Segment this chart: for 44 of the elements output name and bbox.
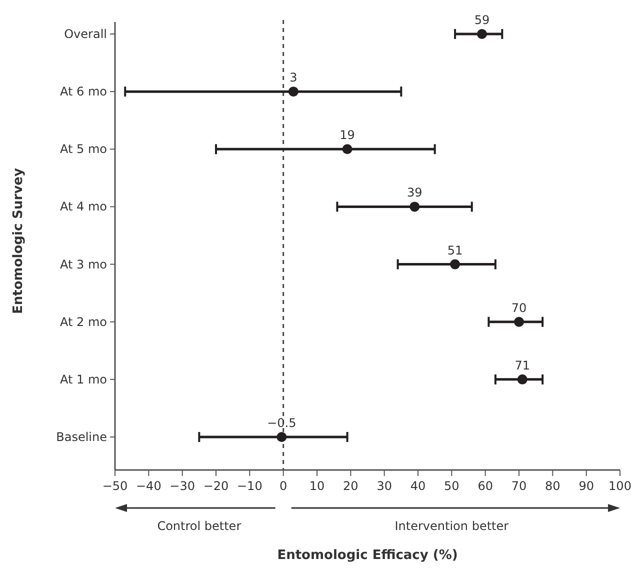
point [410,202,420,212]
data-label: 71 [514,358,530,372]
point [342,144,352,154]
x-tick-label: −50 [102,479,128,493]
x-tick-label: −40 [136,479,162,493]
point [288,86,298,97]
x-tick-label: 80 [545,479,560,493]
y-tick-label: At 4 mo [60,200,107,214]
y-axis-title: Entomologic Survey [11,168,26,314]
x-tick-label: −10 [237,479,262,493]
x-tick-label: 40 [410,479,426,493]
text: Intervention better [394,519,509,533]
data-label: 59 [474,13,490,27]
point [450,259,460,270]
point [517,374,528,384]
data-label: −0.5 [267,416,296,430]
data-label: 3 [290,70,298,85]
y-tick-label: At 3 mo [60,257,107,272]
data-label: 70 [511,300,527,315]
y-tick-label: At 5 mo [60,142,107,156]
text: Control better [157,519,242,533]
x-tick-label: 60 [478,479,493,493]
data-label: 39 [406,186,422,200]
point [276,432,287,442]
x-tick-label: 10 [309,479,325,493]
x-tick-label: 30 [376,479,392,493]
x-tick-label: −20 [203,479,229,493]
x-tick-label: 20 [343,479,358,493]
data-label: 51 [447,243,463,258]
y-tick-label: Overall [64,27,107,41]
x-axis-title: Entomologic Efficacy (%) [277,548,458,563]
x-tick-label: 70 [511,479,527,493]
x-tick-label: 100 [608,479,632,493]
y-tick-label: At 6 mo [60,84,107,99]
point [514,316,524,327]
y-tick-label: At 2 mo [60,314,107,329]
x-tick-label: −30 [170,479,195,493]
y-tick-label: Baseline [56,430,107,444]
x-tick-label: 50 [444,479,460,493]
point [476,29,487,39]
y-tick-label: At 1 mo [60,372,107,386]
x-tick-label: 90 [578,479,594,493]
data-label: 19 [340,128,355,142]
x-tick-label: 0 [280,479,288,493]
